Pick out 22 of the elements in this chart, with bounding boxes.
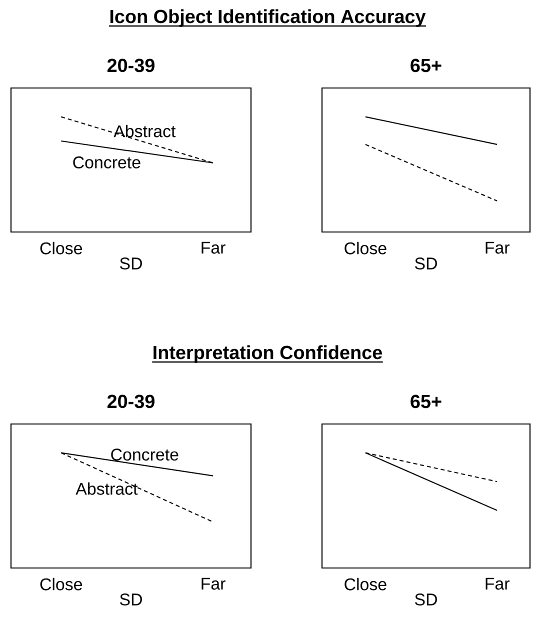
text: Icon Object Identification Accuracy: [110, 9, 426, 27]
x-tick-label: Far: [486, 242, 510, 254]
x-axis-title: SD: [415, 594, 437, 606]
series-label: Concrete: [73, 156, 140, 168]
x-tick-label: Close: [40, 242, 82, 254]
x-axis-title: SD: [120, 594, 142, 606]
series-label: Abstract: [114, 124, 176, 138]
chart-title: 65+: [410, 58, 442, 72]
chart-title: 65+: [410, 394, 442, 408]
x-tick-label: Close: [40, 578, 82, 590]
x-tick-label: Far: [486, 578, 510, 590]
series-label: Concrete: [111, 448, 178, 461]
x-axis-title: SD: [415, 258, 437, 270]
x-tick-label: Close: [344, 242, 386, 254]
chart-title: 20-39: [107, 394, 154, 408]
series-label: Abstract: [76, 482, 138, 495]
x-tick-label: Far: [202, 242, 226, 254]
x-tick-label: Far: [202, 578, 226, 590]
x-axis-title: SD: [120, 258, 142, 270]
x-tick-label: Close: [344, 578, 386, 590]
text: Interpretation Confidence: [154, 345, 382, 363]
chart-title: 20-39: [107, 58, 154, 72]
